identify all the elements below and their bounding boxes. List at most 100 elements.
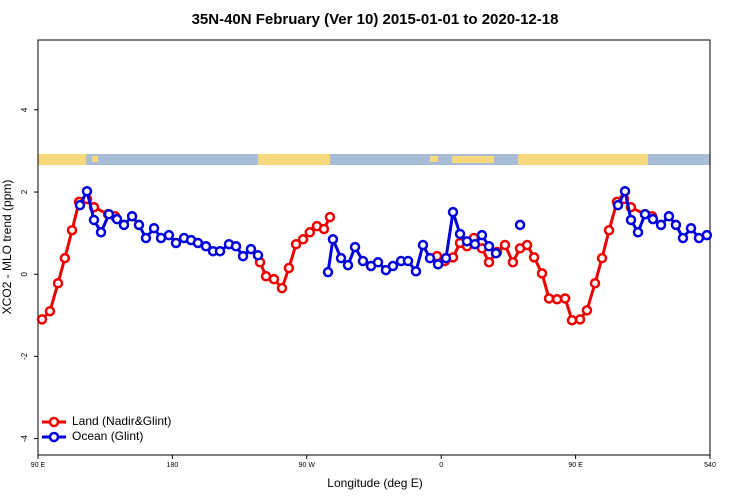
data-point bbox=[447, 206, 459, 218]
data-point bbox=[276, 282, 288, 294]
data-point bbox=[490, 248, 502, 259]
y-tick-label: 4 bbox=[20, 107, 29, 112]
data-point bbox=[589, 277, 601, 289]
data-point bbox=[469, 238, 481, 250]
data-point bbox=[543, 293, 555, 304]
series-line bbox=[40, 197, 116, 321]
data-point bbox=[140, 232, 152, 244]
data-point bbox=[440, 252, 452, 264]
data-point bbox=[619, 185, 631, 197]
data-point bbox=[357, 255, 369, 267]
data-point bbox=[476, 229, 488, 241]
land-band bbox=[38, 154, 86, 165]
y-axis-label: XCO2 - MLO trend (ppm) bbox=[0, 180, 14, 315]
data-point bbox=[81, 185, 93, 197]
data-point bbox=[327, 234, 339, 245]
data-point bbox=[214, 245, 226, 257]
data-point bbox=[324, 211, 336, 223]
data-point bbox=[297, 234, 309, 245]
legend-label: Land (Nadir&Glint) bbox=[72, 414, 171, 428]
data-point bbox=[118, 219, 130, 231]
data-point bbox=[133, 219, 145, 231]
data-point bbox=[170, 237, 182, 249]
x-tick-label: 90 E bbox=[568, 462, 583, 469]
land-band bbox=[430, 156, 438, 162]
data-point bbox=[88, 214, 100, 226]
data-point bbox=[639, 208, 651, 220]
data-point bbox=[304, 227, 316, 238]
data-point bbox=[499, 239, 511, 251]
legend-marker bbox=[48, 431, 60, 443]
data-point bbox=[483, 257, 495, 268]
legend-marker bbox=[48, 416, 60, 428]
data-point bbox=[596, 252, 608, 264]
data-point bbox=[603, 224, 615, 236]
x-axis-label: Longitude (deg E) bbox=[327, 476, 422, 490]
data-point bbox=[342, 259, 354, 271]
data-point bbox=[252, 250, 264, 261]
data-point bbox=[163, 229, 175, 241]
x-tick-label: 90 W bbox=[299, 462, 316, 469]
data-point bbox=[44, 305, 56, 317]
data-point bbox=[514, 219, 526, 231]
data-point bbox=[349, 241, 361, 253]
x-tick-label: 0 bbox=[439, 462, 443, 469]
data-point bbox=[103, 208, 115, 220]
y-tick-label: 2 bbox=[20, 189, 29, 194]
x-tick-label: 180 bbox=[167, 462, 179, 469]
data-point bbox=[670, 219, 682, 231]
data-point bbox=[387, 260, 399, 272]
data-point bbox=[536, 268, 548, 279]
chart-title: 35N-40N February (Ver 10) 2015-01-01 to … bbox=[192, 11, 559, 28]
data-point bbox=[237, 250, 249, 262]
x-tick-label: 540 bbox=[704, 462, 716, 469]
y-tick-label: 0 bbox=[20, 271, 29, 276]
data-point bbox=[52, 277, 64, 289]
data-point bbox=[454, 228, 466, 240]
data-point bbox=[66, 224, 78, 236]
data-point bbox=[322, 266, 334, 278]
data-point bbox=[685, 222, 697, 234]
data-point bbox=[36, 314, 48, 325]
data-point bbox=[283, 262, 295, 274]
data-point bbox=[528, 252, 540, 263]
data-point bbox=[507, 257, 519, 268]
data-point bbox=[268, 273, 280, 285]
legend-label: Ocean (Glint) bbox=[72, 429, 143, 443]
data-point bbox=[111, 213, 123, 225]
data-point bbox=[230, 241, 242, 252]
data-point bbox=[318, 223, 330, 235]
data-point bbox=[551, 294, 563, 305]
land-band bbox=[518, 154, 648, 165]
data-point bbox=[245, 243, 257, 255]
data-point bbox=[335, 252, 347, 264]
y-tick-label: -4 bbox=[20, 434, 29, 442]
data-point bbox=[417, 239, 429, 251]
data-point bbox=[612, 199, 624, 211]
data-point bbox=[647, 213, 659, 225]
data-point bbox=[663, 211, 675, 222]
data-point bbox=[402, 255, 414, 267]
land-band bbox=[452, 156, 494, 163]
data-point bbox=[59, 252, 71, 264]
data-point bbox=[566, 314, 578, 326]
data-point bbox=[574, 314, 586, 325]
data-point bbox=[74, 199, 86, 211]
ocean-band bbox=[38, 154, 710, 165]
y-tick-label: -2 bbox=[20, 352, 29, 360]
data-point bbox=[625, 214, 637, 226]
data-point bbox=[559, 293, 571, 304]
data-point bbox=[581, 305, 593, 316]
data-point bbox=[521, 239, 533, 251]
x-tick-label: 90 E bbox=[31, 462, 46, 469]
plot-frame bbox=[37, 39, 711, 456]
data-point bbox=[372, 257, 384, 268]
data-point bbox=[200, 241, 212, 252]
data-point bbox=[148, 222, 160, 234]
data-point bbox=[677, 232, 689, 244]
data-point bbox=[290, 238, 302, 250]
data-point bbox=[632, 227, 644, 238]
data-point bbox=[483, 241, 495, 252]
